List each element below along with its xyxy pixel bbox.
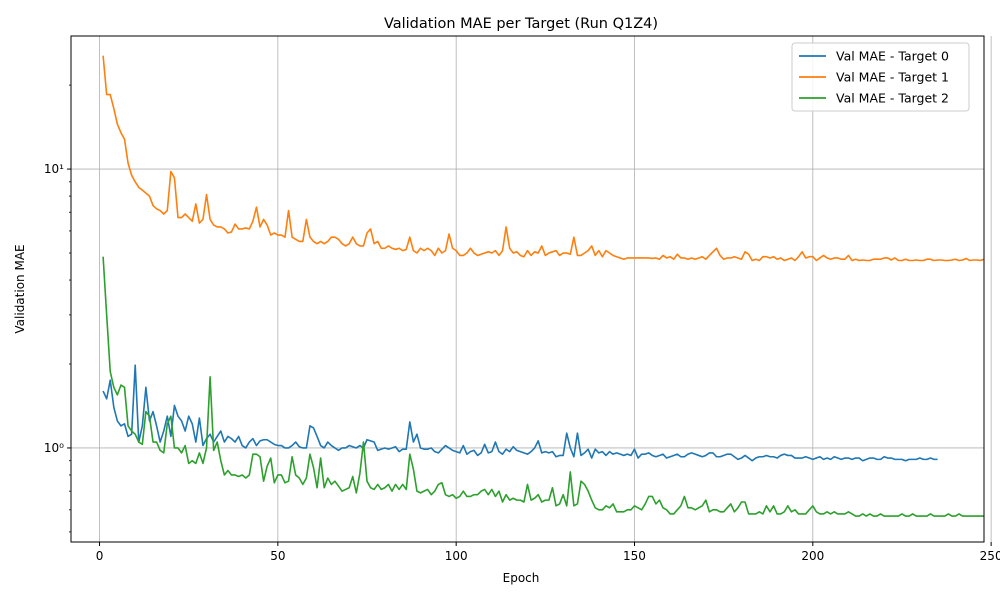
x-tick-label: 150	[623, 549, 646, 563]
legend-entry: Val MAE - Target 0	[836, 49, 949, 64]
series-line-target-1	[102, 55, 985, 262]
legend: Val MAE - Target 0 Val MAE - Target 1 Val …	[791, 42, 970, 112]
x-tick-label: 50	[270, 549, 285, 563]
chart-title: Validation MAE per Target (Run Q1Z4)	[384, 16, 658, 32]
series-line-target-0	[102, 364, 938, 462]
y-axis-label: Validation MAE	[13, 244, 27, 333]
x-tick-label: 100	[445, 549, 468, 563]
legend-box	[791, 42, 970, 112]
series-line-target-2	[102, 256, 984, 517]
grid-lines	[71, 36, 992, 542]
x-axis-label: Epoch	[503, 571, 540, 585]
x-tick-label: 250	[980, 549, 1000, 563]
x-tick-label: 0	[96, 549, 104, 563]
legend-entry: Val MAE - Target 1	[836, 70, 949, 85]
y-axis: 10⁰ 10¹	[44, 84, 71, 533]
y-tick-label: 10⁰	[44, 441, 64, 455]
series-layer	[102, 55, 985, 517]
y-tick-label: 10¹	[44, 162, 64, 176]
x-axis: 0 50 100 150 200 250	[96, 542, 1000, 563]
legend-entry: Val MAE - Target 2	[836, 91, 949, 106]
x-tick-label: 200	[801, 549, 824, 563]
plot-area-frame	[70, 35, 985, 543]
